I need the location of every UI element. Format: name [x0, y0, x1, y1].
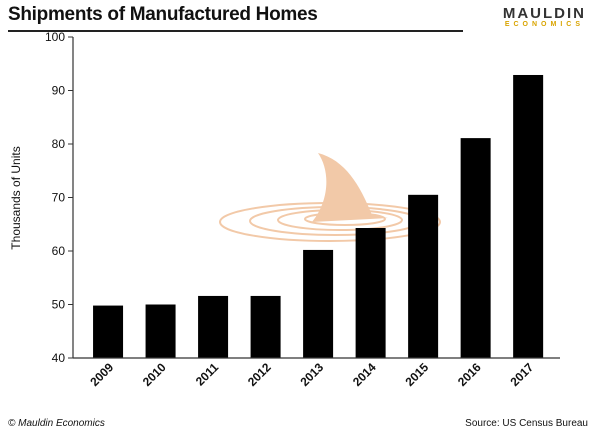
x-tick-label: 2012: [245, 360, 274, 389]
bar-2014: [355, 227, 386, 358]
y-tick-label: 80: [52, 137, 66, 151]
y-tick-label: 90: [52, 84, 66, 98]
mauldin-logo: MAULDIN ECONOMICS: [503, 5, 586, 28]
x-tick-label: 2017: [507, 360, 536, 389]
x-tick-label: 2015: [402, 360, 431, 389]
y-tick-label: 50: [52, 298, 66, 312]
bar-2013: [303, 249, 334, 358]
source-note: Source: US Census Bureau: [465, 418, 588, 429]
x-tick-label: 2009: [87, 360, 116, 389]
shark-fin-decoration: [219, 153, 441, 242]
logo-line1: MAULDIN: [502, 5, 586, 22]
logo-line2: ECONOMICS: [504, 21, 584, 28]
bar-2010: [145, 304, 176, 358]
y-axis-label: Thousands of Units: [9, 146, 23, 249]
x-tick-label: 2013: [297, 360, 326, 389]
x-tick-label: 2016: [455, 360, 484, 389]
x-tick-label: 2011: [193, 360, 222, 389]
bar-2011: [198, 295, 229, 358]
bar-2016: [460, 138, 491, 358]
title-underline: [8, 30, 463, 32]
bar-2015: [408, 194, 439, 358]
x-tick-label: 2010: [140, 360, 169, 389]
y-tick-label: 100: [45, 30, 65, 44]
y-tick-label: 40: [52, 351, 66, 365]
y-tick-label: 60: [52, 244, 66, 258]
x-tick-label: 2014: [350, 360, 379, 389]
copyright: © Mauldin Economics: [8, 418, 105, 429]
y-tick-label: 70: [52, 191, 66, 205]
bar-2009: [93, 305, 124, 358]
bar-2012: [250, 295, 281, 358]
chart-title: Shipments of Manufactured Homes: [8, 4, 318, 25]
bar-2017: [513, 74, 544, 359]
